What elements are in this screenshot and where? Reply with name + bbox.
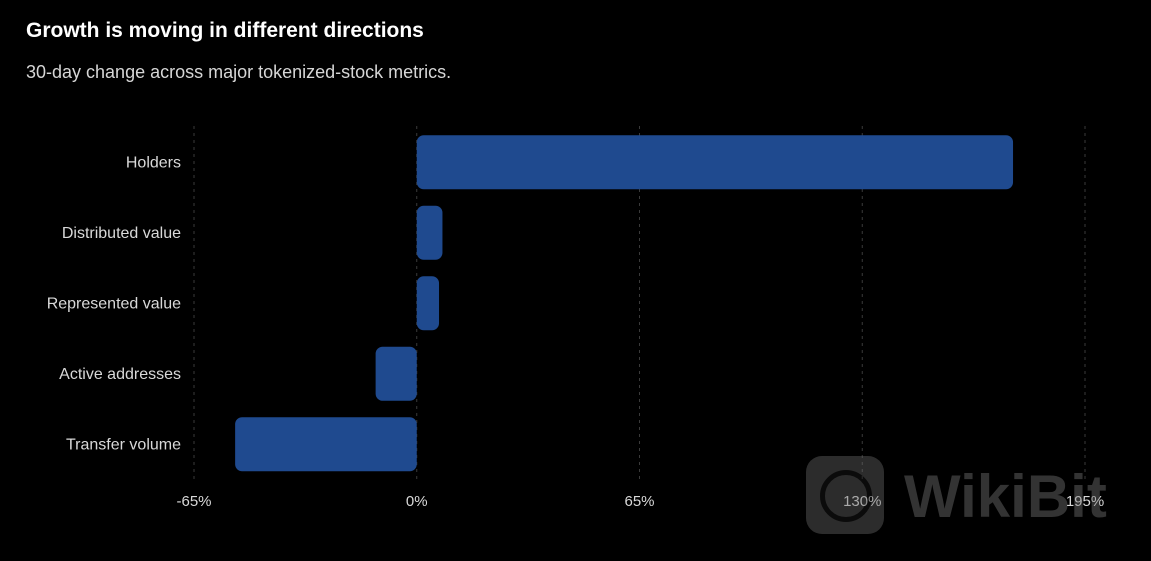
bar (416, 276, 440, 331)
category-label: Holders (126, 154, 181, 171)
bar (375, 346, 417, 401)
category-label: Distributed value (62, 225, 181, 242)
bars (235, 135, 1014, 472)
watermark-text: WikiBit (904, 463, 1107, 530)
category-labels: Holders Distributed value Represented valu… (47, 154, 181, 453)
bar (416, 135, 1014, 190)
chart-title: Growth is moving in different directions (26, 19, 424, 42)
x-tick-label: 65% (624, 493, 654, 510)
category-label: Represented value (47, 295, 181, 312)
category-label: Transfer volume (66, 436, 181, 453)
bar (235, 417, 417, 472)
chart-subtitle: 30-day change across major tokenized-sto… (26, 62, 452, 82)
wikibit-logo-icon (806, 456, 884, 534)
category-label: Active addresses (59, 366, 181, 383)
x-tick-label: -65% (176, 493, 211, 510)
bar (416, 205, 443, 260)
x-tick-label: 0% (406, 493, 428, 510)
watermark: WikiBit (806, 456, 1136, 536)
x-tick-label: 195% (1066, 493, 1104, 510)
